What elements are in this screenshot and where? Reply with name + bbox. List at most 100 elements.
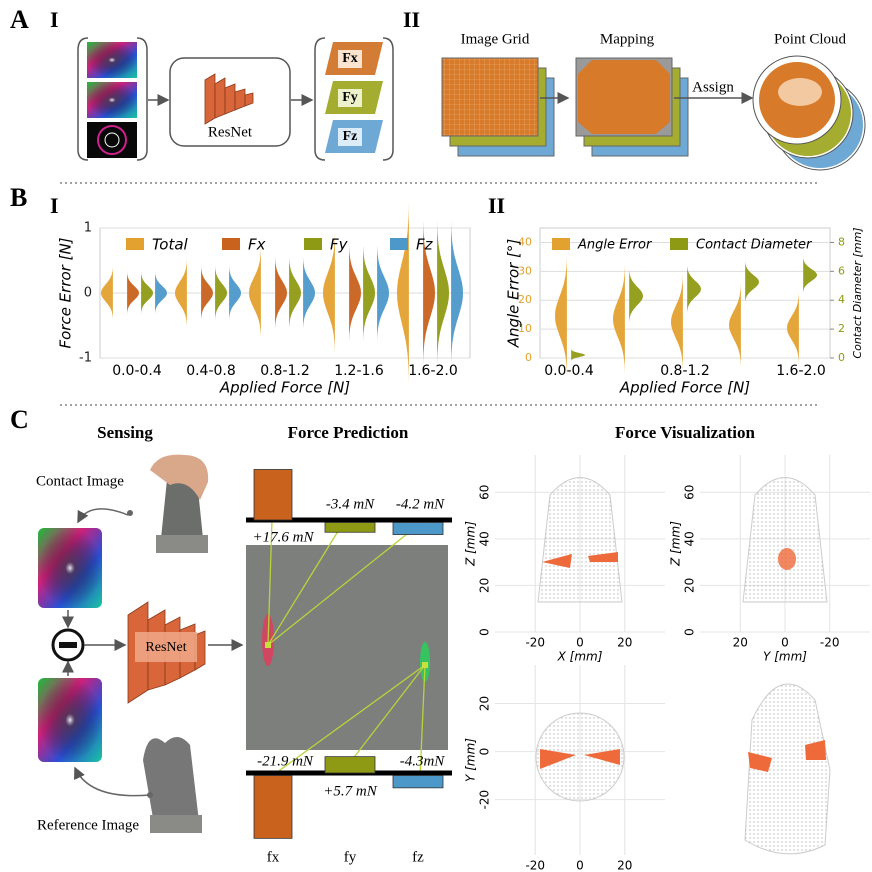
x-tick-label: 0.8-1.2: [260, 363, 310, 379]
value-label: -21.9 mN: [257, 753, 314, 769]
x-axis-label: Applied Force [N]: [219, 379, 350, 397]
x-tick-label: 0: [781, 636, 789, 650]
y-tick-label: -20: [478, 790, 492, 810]
x-axis-label: Applied Force [N]: [619, 379, 750, 397]
contact-image-label: Contact Image: [36, 473, 124, 489]
panel-label: A: [10, 5, 29, 34]
x-tick-label: 1.2-1.6: [334, 363, 384, 379]
legend-label: Angle Error: [577, 238, 653, 253]
violin: [349, 245, 361, 341]
contact-region: [584, 749, 620, 765]
violin: [613, 265, 625, 373]
point-cloud: [535, 712, 625, 802]
legend-swatch: [390, 238, 408, 250]
section-header: Force Prediction: [288, 423, 409, 442]
y-tick-label: 0: [84, 286, 92, 301]
violin: [289, 257, 301, 329]
violin: [201, 266, 213, 320]
contact-region: [542, 554, 572, 568]
violin: [451, 221, 463, 365]
x-tick-label: 0.0-0.4: [112, 363, 162, 379]
violin: [215, 266, 227, 320]
panel-c-art: [38, 454, 448, 833]
x-tick-label: 20: [617, 859, 632, 872]
x-tick-label: -20: [525, 859, 545, 872]
y-tick-label: 60: [478, 485, 492, 500]
violin: [249, 248, 261, 338]
violin: [555, 256, 567, 376]
y2-tick-label: 6: [838, 264, 845, 277]
contact-region: [588, 552, 618, 562]
assign-label: Assign: [692, 79, 734, 95]
legend-swatch: [552, 238, 570, 250]
y-axis-label: Z [mm]: [464, 521, 478, 567]
y-axis-label: Z [mm]: [669, 521, 683, 567]
point-cloud-label: Point Cloud: [774, 31, 847, 47]
x-tick-label: fx: [267, 849, 280, 865]
bar: [324, 522, 376, 533]
bar: [392, 775, 444, 789]
sub-label: I: [50, 7, 59, 32]
violin: [745, 261, 759, 303]
y-tick-label: 0: [525, 351, 532, 364]
y-tick-label: 1: [84, 221, 92, 236]
legend-label: Fy: [330, 236, 349, 254]
x-tick-label: 20: [617, 636, 632, 650]
x-tick-label: 20: [733, 636, 748, 650]
grid-label: Image Grid: [461, 31, 530, 47]
violin: [571, 349, 585, 361]
sub-label: II: [488, 193, 505, 218]
x-tick-label: fz: [412, 849, 424, 865]
y-tick-label: 0: [478, 628, 492, 636]
y-tick-label: 20: [478, 578, 492, 593]
y2-tick-label: 0: [838, 351, 845, 364]
y2-tick-label: 4: [838, 293, 845, 306]
x-axis-label: X [mm]: [557, 650, 603, 664]
x-axis-label: Y [mm]: [763, 650, 807, 664]
y-tick-label: 40: [518, 235, 532, 248]
value-label: +5.7 mN: [323, 783, 377, 799]
violin: [629, 269, 643, 323]
output-label: Fx: [342, 51, 358, 66]
violin: [155, 272, 167, 314]
violin: [127, 272, 139, 314]
point-cloud: [742, 477, 828, 603]
legend-label: Total: [152, 236, 189, 254]
violin: [423, 221, 435, 365]
x-tick-label: -20: [820, 636, 840, 650]
violin: [437, 221, 449, 365]
x-tick-label: 1.6-2.0: [408, 363, 458, 379]
y-tick-label: 20: [518, 293, 532, 306]
y-axis-label: Y [mm]: [464, 738, 478, 782]
violin: [729, 283, 741, 367]
contact-region: [748, 752, 772, 772]
contact-region: [805, 740, 826, 760]
y-tick-label: 30: [518, 264, 532, 277]
violin: [275, 257, 287, 329]
y-tick-label: 60: [683, 485, 697, 500]
network-label: ResNet: [145, 640, 186, 655]
violin: [175, 259, 187, 327]
y-axis-label: Angle Error [°]: [505, 239, 523, 349]
sub-label: I: [50, 193, 59, 218]
violin: [803, 257, 817, 293]
y-tick-label: 0: [478, 748, 492, 756]
y-tick-label: 10: [518, 322, 532, 335]
panel-label: C: [10, 405, 29, 434]
section-header: Sensing: [97, 423, 153, 442]
violin: [323, 233, 335, 353]
bar: [253, 469, 293, 521]
x-tick-label: -20: [525, 636, 545, 650]
violin: [671, 274, 683, 370]
bar: [392, 522, 444, 535]
legend-swatch: [304, 238, 322, 250]
output-label: Fz: [343, 129, 358, 144]
legend-swatch: [222, 238, 240, 250]
violin: [397, 203, 409, 383]
x-tick-label: 0.0-0.4: [544, 363, 594, 379]
x-tick-label: 1.6-2.0: [776, 363, 826, 379]
panel-label: B: [10, 183, 27, 212]
legend-label: Fx: [248, 236, 266, 254]
x-tick-label: 0: [576, 859, 584, 872]
